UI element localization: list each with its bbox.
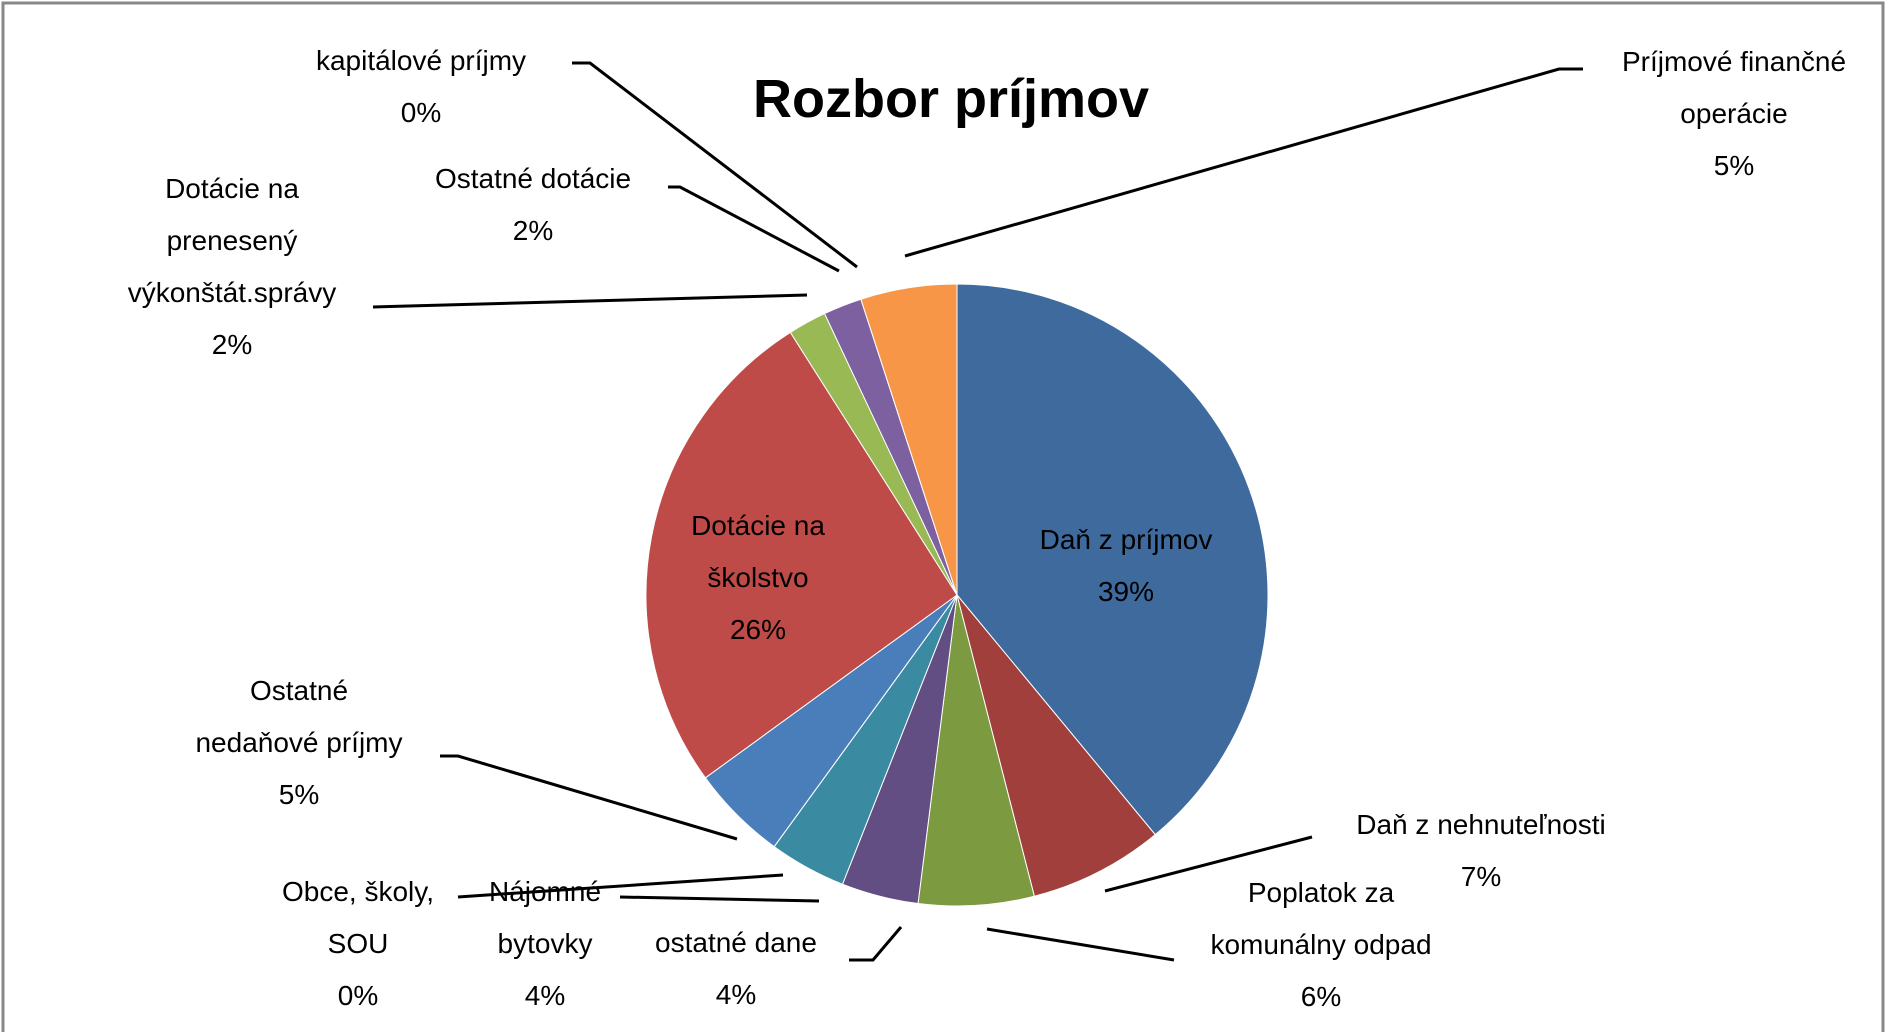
category-label: Daň z príjmov (1039, 524, 1213, 555)
data-label: Ostatné nedaňové príjmy 5% (188, 665, 410, 821)
data-label: kapitálové príjmy 0% (276, 35, 566, 139)
value-label: 7% (1460, 861, 1502, 892)
value-label: 5% (278, 779, 320, 810)
category-label: Dotácie na prenesený výkonštát.správy (127, 173, 337, 308)
value-label: 6% (1300, 981, 1342, 1012)
category-label: kapitálové príjmy (315, 45, 527, 76)
leader-line (849, 926, 903, 962)
value-label: 0% (337, 980, 379, 1011)
chart-title: Rozbor príjmov (752, 69, 1150, 129)
pie-slice (645, 331, 958, 779)
data-label: Daň z príjmov 39% (1011, 514, 1241, 618)
data-label: Príjmové finančné operácie 5% (1609, 36, 1859, 192)
category-label: Obce, školy, SOU (282, 876, 434, 959)
value-label: 5% (1713, 150, 1755, 181)
leader-line (457, 873, 784, 899)
category-label: Poplatok za komunálny odpad (1210, 877, 1432, 960)
leader-line (904, 67, 1583, 258)
value-label: 4% (715, 979, 757, 1010)
data-label: Dotácie na školstvo 26% (678, 500, 838, 656)
value-label: 2% (211, 329, 253, 360)
data-label: Ostatné dotácie 2% (398, 153, 668, 257)
data-label: Nájomné bytovky 4% (480, 866, 610, 1022)
leader-line (668, 185, 840, 273)
data-label: Daň z nehnuteľnosti 7% (1321, 799, 1641, 903)
category-label: Daň z nehnuteľnosti (1356, 809, 1606, 840)
category-label: Dotácie na školstvo (691, 510, 825, 593)
leader-line (619, 895, 820, 903)
value-label: 2% (512, 215, 554, 246)
data-label: Dotácie na prenesený výkonštát.správy 2% (107, 163, 357, 371)
category-label: Príjmové finančné operácie (1621, 46, 1847, 129)
value-label: 39% (1097, 576, 1155, 607)
data-label: Obce, školy, SOU 0% (269, 866, 447, 1022)
data-label: ostatné dane 4% (606, 917, 866, 1021)
category-label: Nájomné bytovky (488, 876, 602, 959)
category-label: Ostatné dotácie (434, 163, 632, 194)
category-label: ostatné dane (655, 927, 817, 958)
leader-line (372, 293, 808, 309)
pie-slice (956, 594, 1156, 897)
pie-slice (956, 283, 1269, 836)
leader-line (1104, 835, 1313, 893)
category-label: Ostatné nedaňové príjmy (195, 675, 403, 758)
pie-slice (860, 283, 958, 596)
leader-line (572, 61, 858, 269)
data-label: Poplatok za komunálny odpad 6% (1201, 867, 1441, 1023)
value-label: 0% (400, 97, 442, 128)
leader-line (440, 754, 738, 841)
value-label: 26% (729, 614, 787, 645)
value-label: 4% (524, 980, 566, 1011)
leader-line (986, 927, 1175, 962)
